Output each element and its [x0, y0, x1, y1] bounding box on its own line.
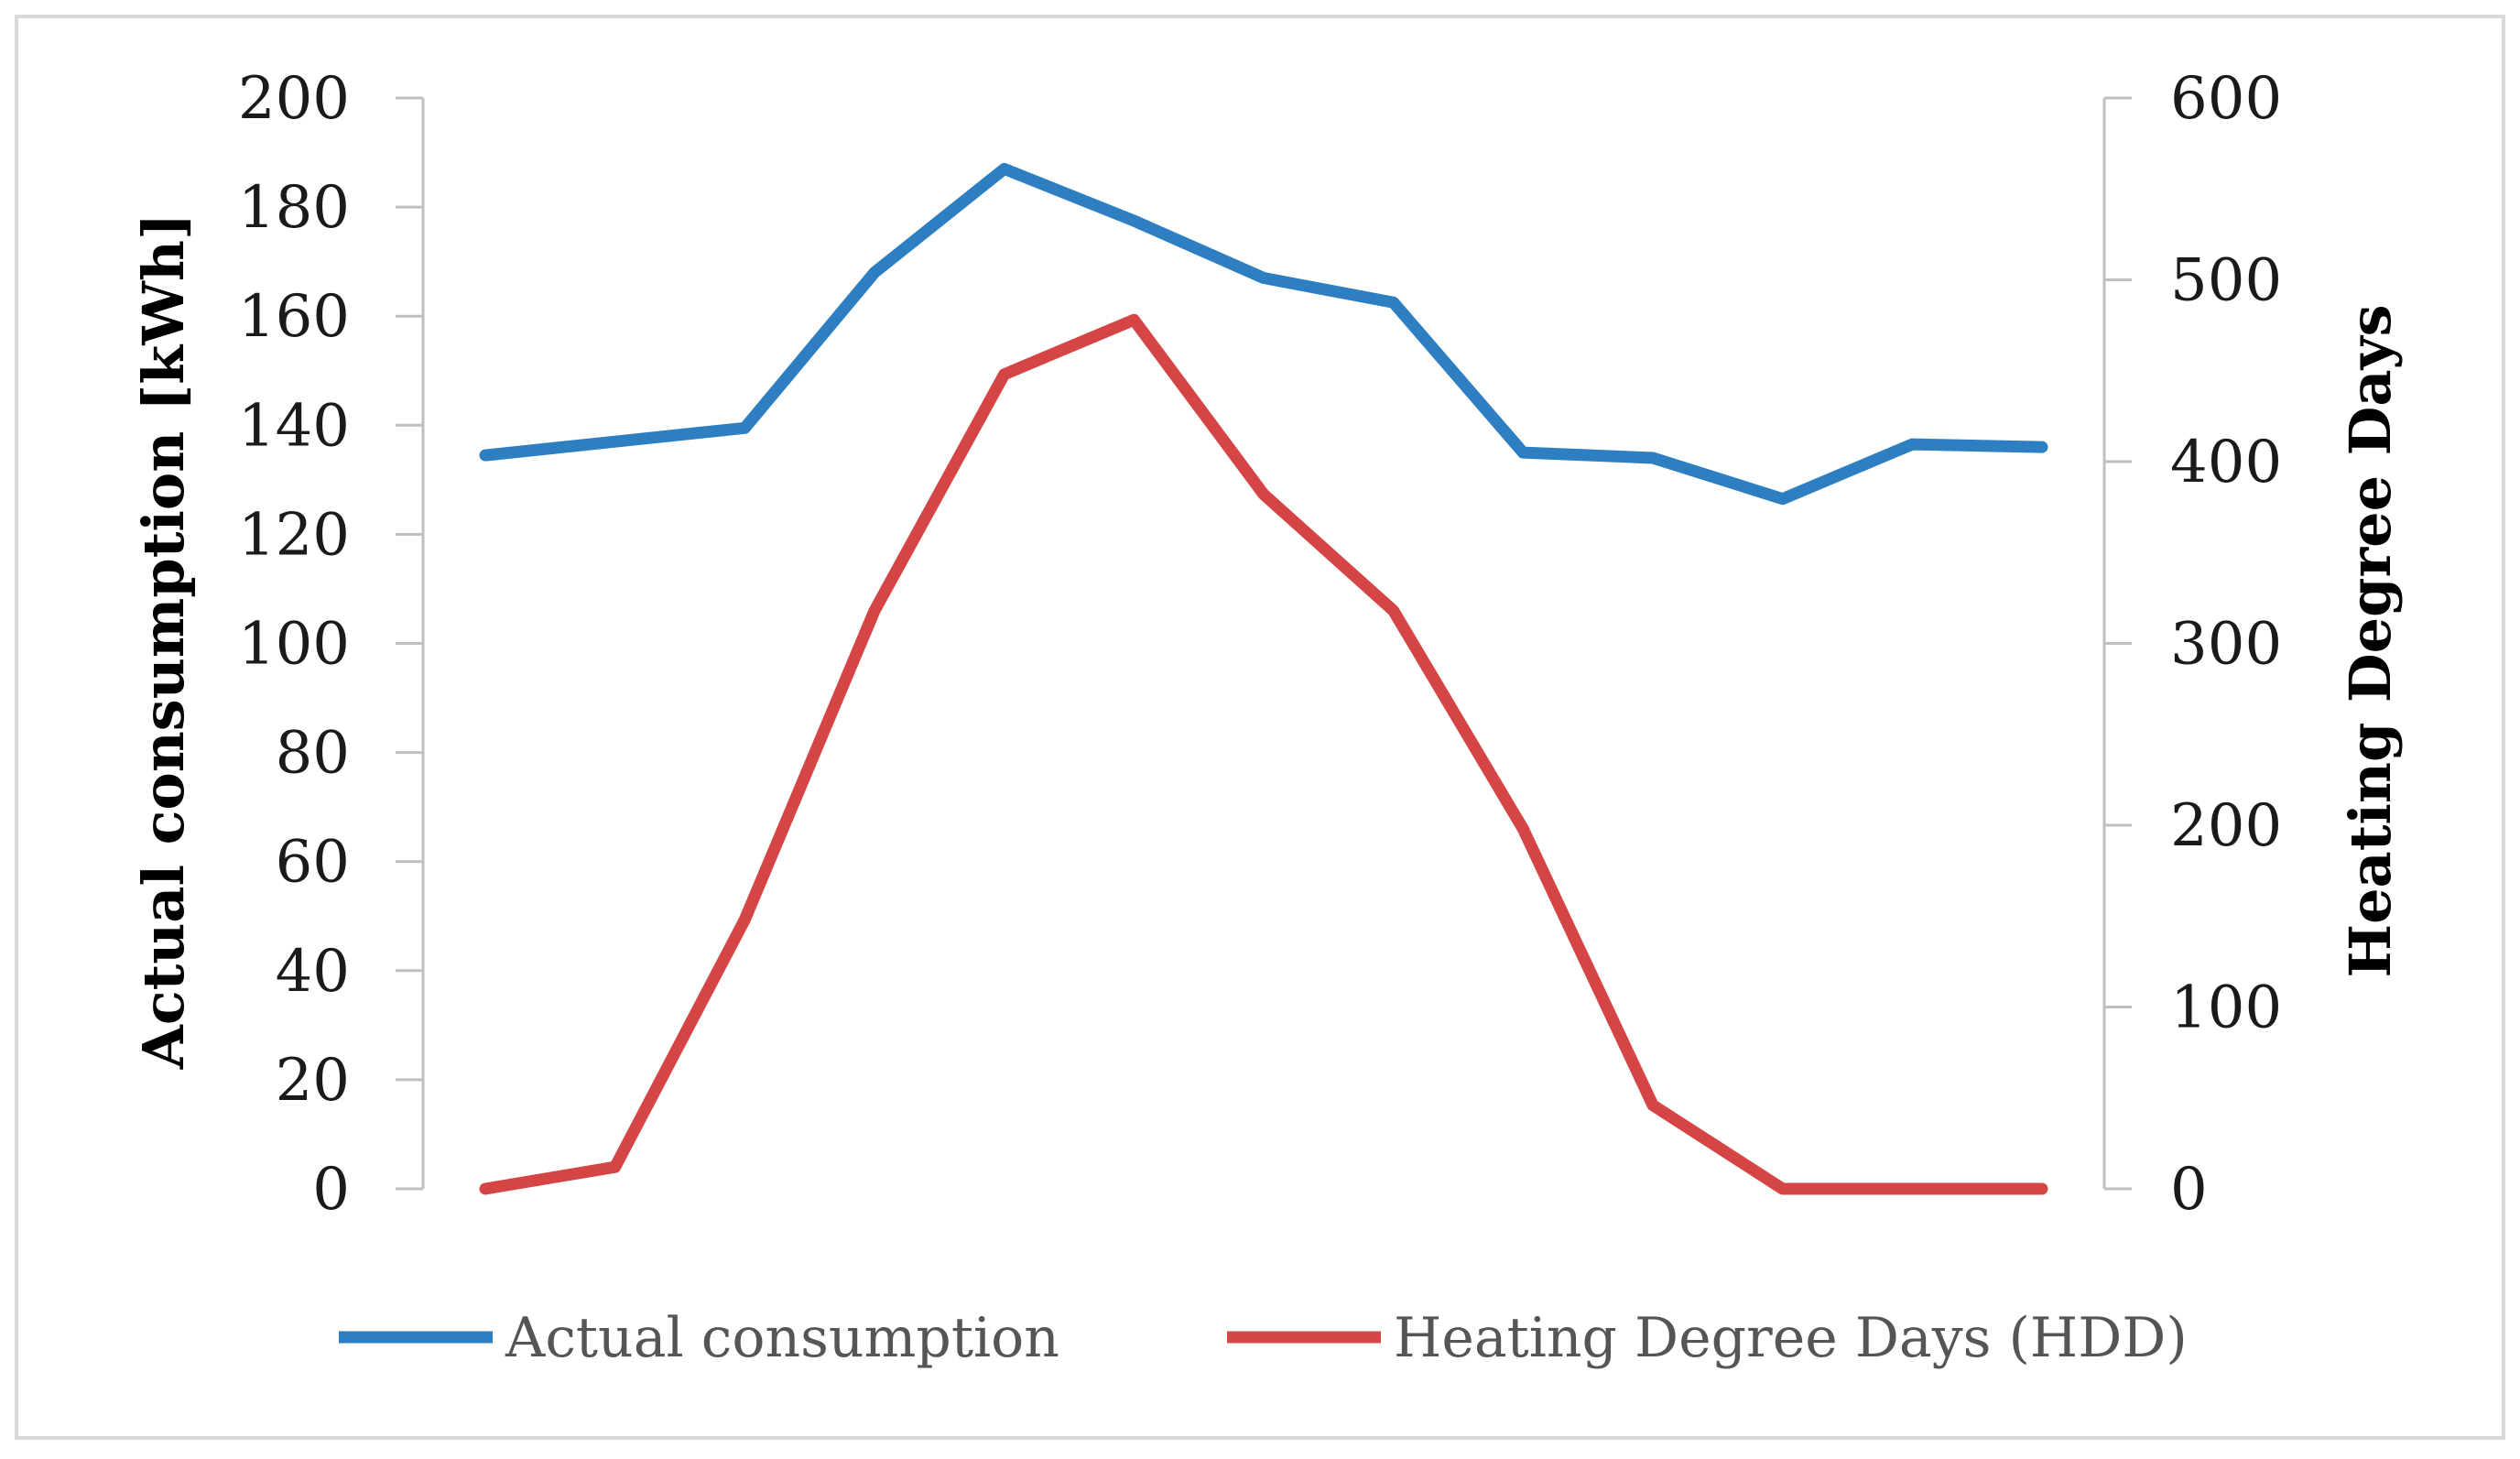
left-axis-tick-label: 140: [238, 392, 350, 460]
right-axis-tick-label: 500: [2170, 247, 2282, 315]
left-axis-tick-label: 180: [238, 174, 350, 242]
left-axis-tick-label: 80: [276, 720, 350, 788]
left-axis-tick-label: 120: [238, 501, 350, 569]
chart-border: [16, 16, 2504, 1438]
left-axis-tick-label: 40: [276, 938, 350, 1006]
right-axis-tick-label: 400: [2170, 429, 2282, 496]
left-axis-tick-label: 20: [276, 1047, 350, 1115]
left-axis-tick-label: 200: [238, 65, 350, 133]
left-axis-tick-label: 0: [312, 1156, 350, 1224]
legend-label-actual-consumption: Actual consumption: [505, 1306, 1059, 1370]
left-axis-tick-label: 60: [276, 829, 350, 897]
right-axis-tick-label: 0: [2170, 1156, 2208, 1224]
left-axis-title: Actual consumption [kWh]: [130, 213, 197, 1071]
left-axis-tick-label: 100: [238, 611, 350, 679]
right-axis-tick-label: 300: [2170, 611, 2282, 679]
right-axis-tick-label: 600: [2170, 65, 2282, 133]
right-axis-tick-label: 200: [2170, 792, 2282, 860]
left-axis-tick-label: 160: [238, 283, 350, 351]
right-axis-tick-label: 100: [2170, 974, 2282, 1042]
legend-label-heating-degree-days: Heating Degree Days (HDD): [1394, 1306, 2188, 1370]
right-axis-title: Heating Degree Days: [2337, 305, 2404, 978]
